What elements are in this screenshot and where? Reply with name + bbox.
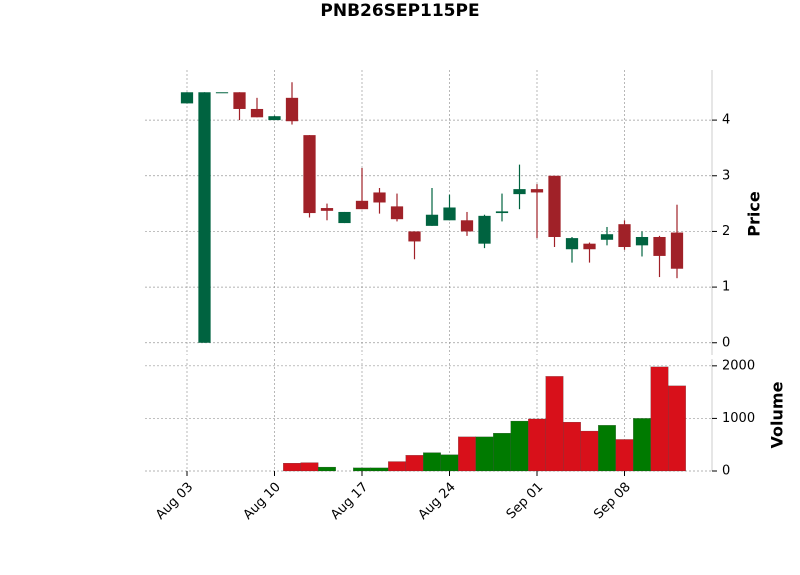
volume-bar [493, 433, 511, 472]
volume-bar [615, 439, 634, 472]
candle-body [618, 224, 631, 248]
y-tick-label: 4 [722, 113, 730, 128]
candle-body [355, 200, 369, 210]
volume-bar [650, 366, 669, 472]
x-tick-label: Aug 03 [153, 480, 196, 523]
candle-body [285, 97, 299, 122]
volume-bar [545, 376, 564, 472]
candle-body [233, 92, 246, 109]
volume-bar [388, 461, 406, 472]
candle-body [320, 208, 334, 211]
candle-body [478, 215, 491, 244]
candle-body [443, 207, 456, 221]
candle-body [303, 135, 316, 214]
y-tick-label: 2000 [722, 358, 755, 373]
x-tick-label: Aug 10 [241, 480, 284, 523]
volume-bar [440, 454, 459, 472]
volume-bar [283, 463, 301, 472]
candle-body [565, 238, 579, 250]
volume-bar [510, 420, 529, 472]
y-tick-label: 2 [722, 224, 730, 239]
y-tick-label: 1000 [722, 411, 755, 426]
volume-bar [370, 467, 389, 472]
x-tick-label: Aug 17 [328, 480, 371, 523]
volume-bar [580, 430, 599, 472]
candle-body [390, 206, 404, 220]
candle-body [530, 189, 544, 193]
candle-body [513, 189, 526, 195]
candle-body [635, 236, 649, 246]
volume-bar [423, 452, 441, 472]
volume-bar [475, 436, 494, 472]
x-tick-label: Sep 08 [591, 480, 634, 523]
candle-body [373, 192, 386, 203]
candle-body [670, 232, 684, 269]
candle-body [653, 236, 666, 256]
candle-body [198, 92, 211, 343]
y-tick-label: 1 [722, 280, 730, 295]
candle-body [460, 220, 474, 232]
candle-body [548, 175, 561, 237]
x-tick-label: Aug 24 [416, 480, 459, 523]
candle-body [495, 211, 509, 214]
candle-body [338, 211, 351, 224]
y-tick-label: 3 [722, 168, 730, 183]
candle-body [600, 234, 614, 240]
candle-body [425, 214, 439, 226]
volume-bar [633, 418, 651, 472]
volume-bar [405, 455, 424, 472]
candle-body [268, 116, 281, 121]
candle-body [180, 92, 194, 104]
volume-bar [598, 425, 616, 472]
x-tick-label: Sep 01 [504, 480, 547, 523]
volume-bar [528, 418, 546, 472]
candle-body [583, 243, 596, 250]
candle-body [408, 231, 421, 242]
y-axis-label: Price [745, 191, 764, 237]
volume-axis-label: Volume [768, 381, 787, 448]
y-tick-label: 0 [722, 464, 730, 479]
candle-body [215, 92, 229, 94]
candle-body [250, 108, 264, 118]
volume-bar [318, 466, 336, 472]
volume-bar [668, 385, 686, 472]
volume-bar [458, 436, 476, 472]
volume-bar [300, 462, 319, 472]
y-tick-label: 0 [722, 335, 730, 350]
volume-bar [353, 467, 371, 472]
chart-title: PNB26SEP115PE [320, 1, 479, 21]
volume-bar [563, 421, 581, 472]
